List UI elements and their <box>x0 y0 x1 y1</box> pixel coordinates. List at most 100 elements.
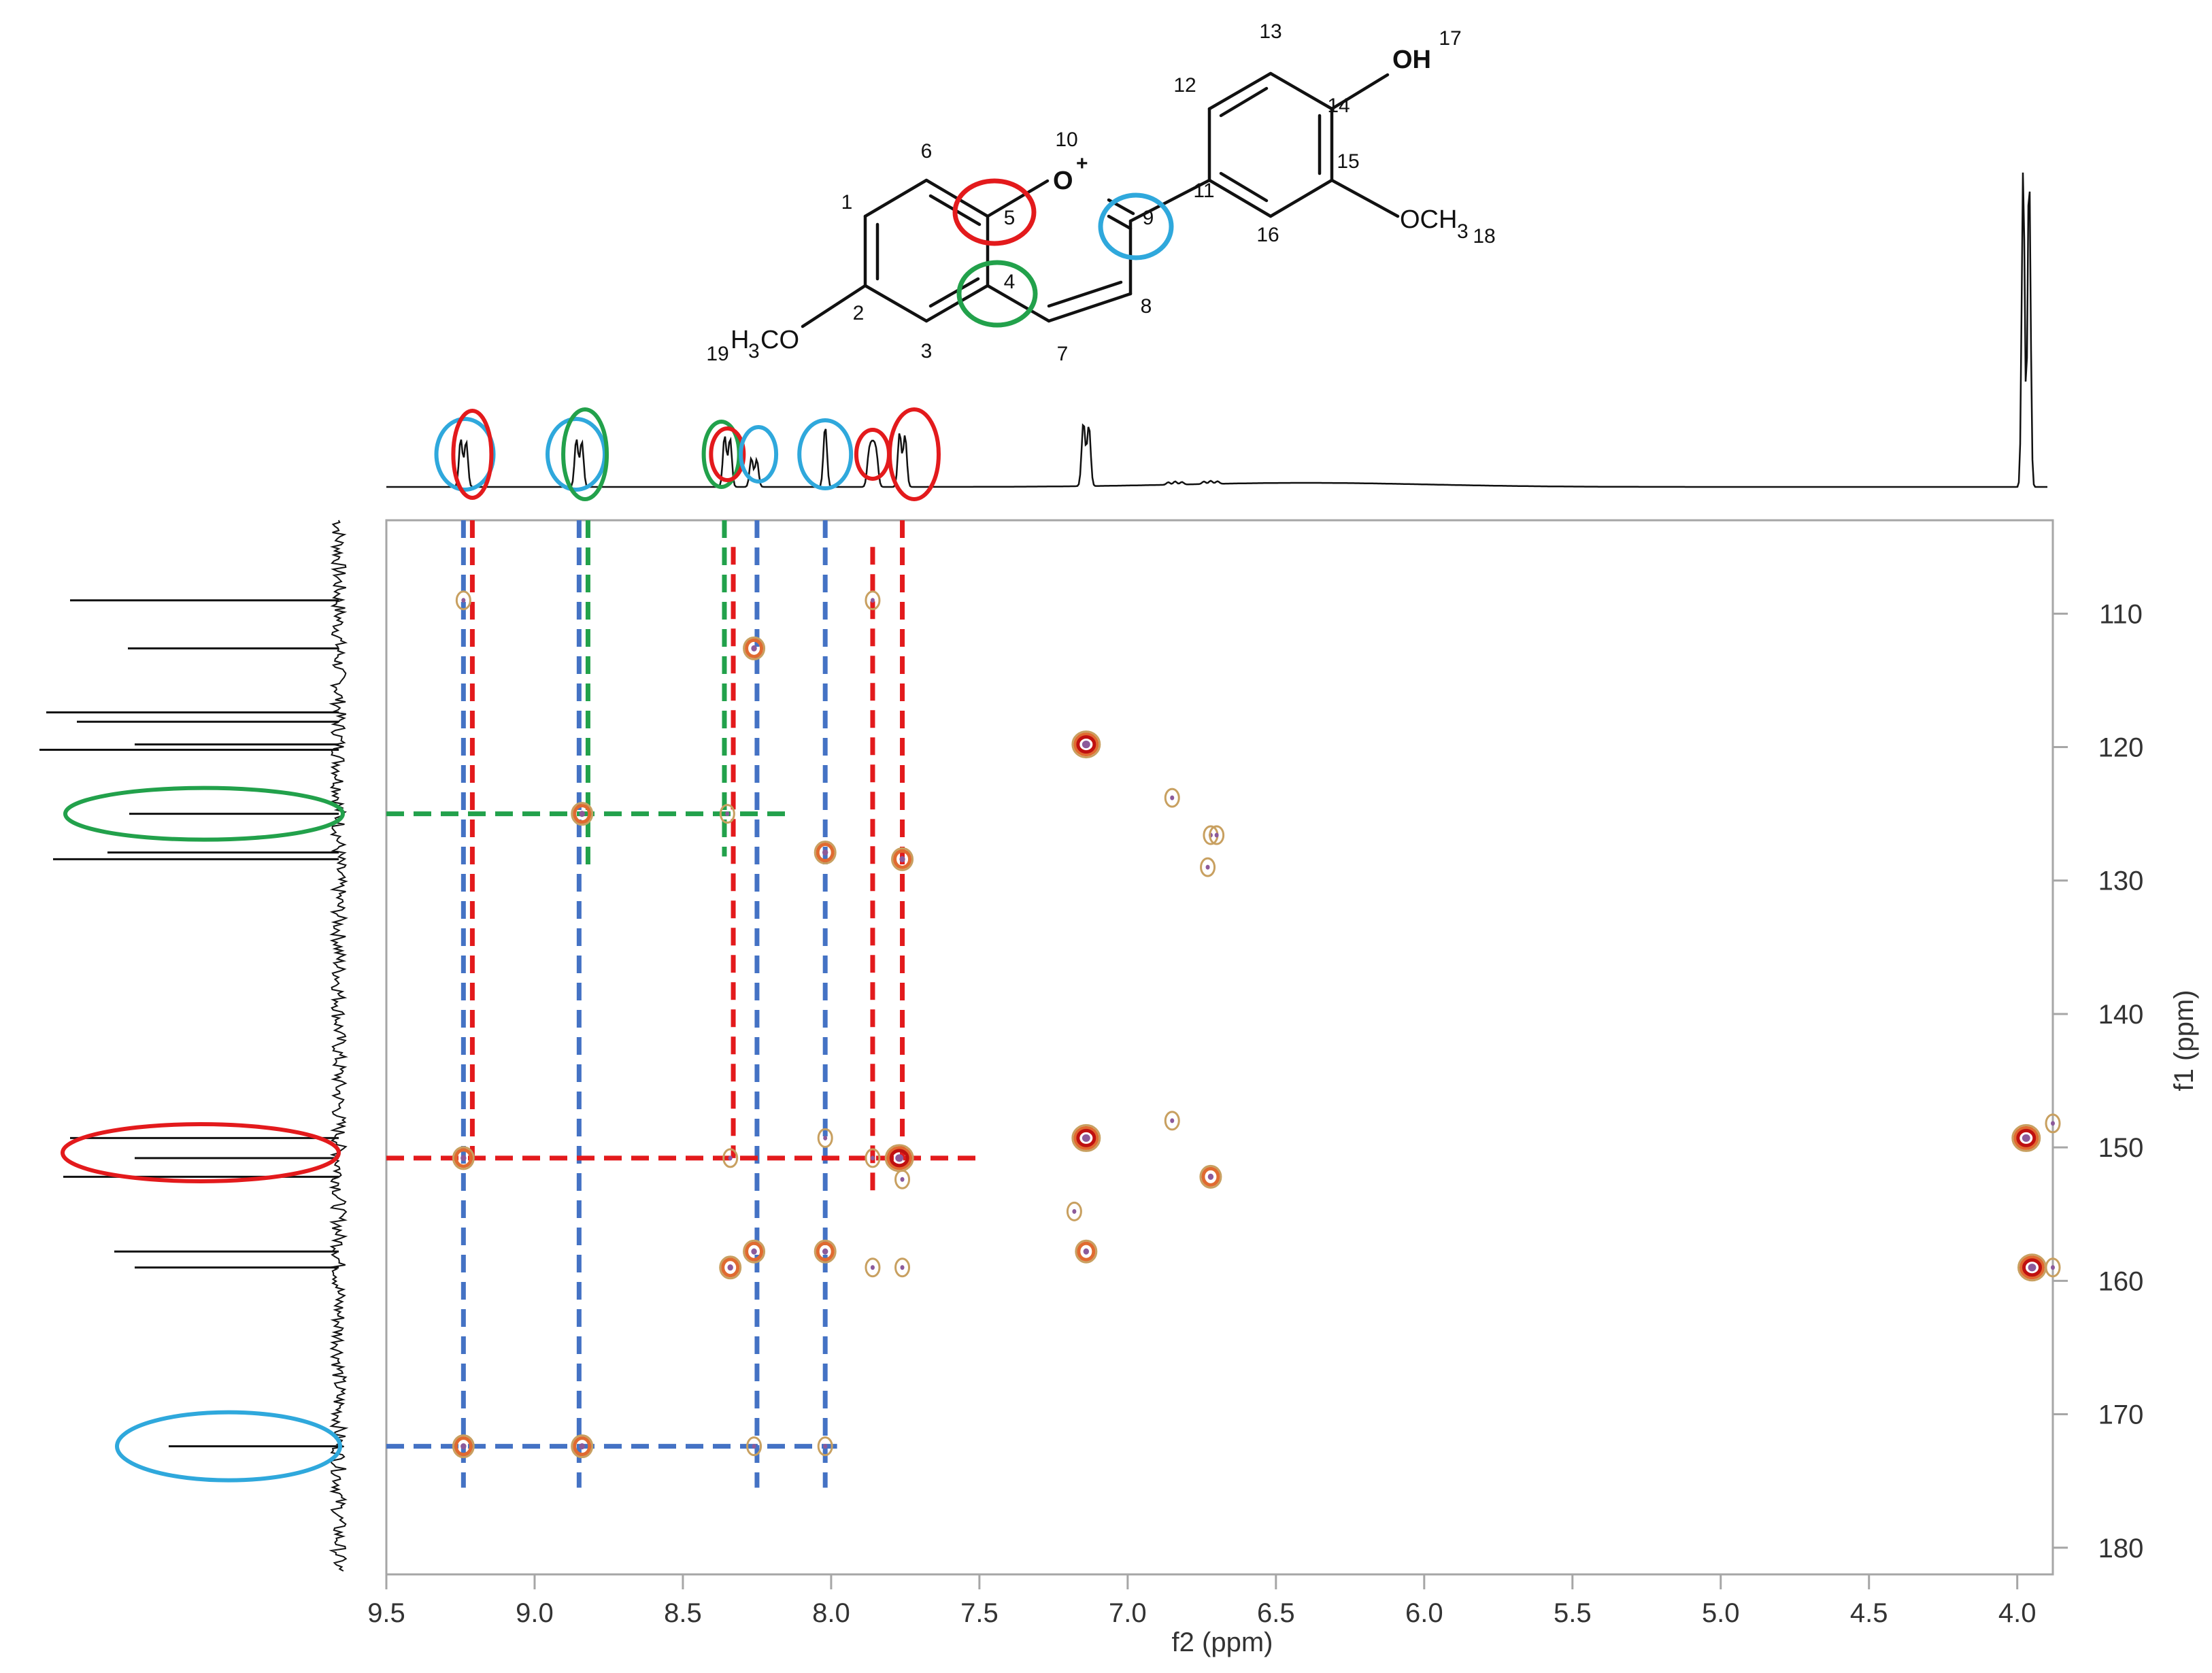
cross-peak <box>865 1257 881 1278</box>
cross-peak <box>746 1436 763 1457</box>
cross-peak-contour-outer <box>719 804 735 824</box>
cross-peak <box>452 1146 475 1170</box>
carbon-spectrum <box>39 520 349 1572</box>
cross-peak-contour-outer <box>1066 1201 1082 1221</box>
atom-number: 19 <box>706 343 728 365</box>
methoxy-right-label: OCH <box>1400 205 1457 234</box>
cross-peak-center <box>725 811 730 817</box>
atom-highlight-ellipse <box>952 178 1037 246</box>
cross-peak-center <box>823 1135 828 1140</box>
cross-peak-contour-outer <box>1071 730 1101 759</box>
y-tick-label: 180 <box>2098 1534 2144 1564</box>
cross-peak-contour-outer <box>743 1239 766 1264</box>
atom-number: 14 <box>1327 95 1350 117</box>
cross-peak-center <box>751 645 757 652</box>
cross-peak-center <box>899 856 905 862</box>
cross-peak-contour-outer <box>2011 1123 2041 1152</box>
cross-peak-center <box>579 1443 585 1450</box>
cross-peak-contour-mid <box>573 804 592 824</box>
cross-peak-contour-outer <box>1164 788 1180 808</box>
x-axis-label: f2 (ppm) <box>1172 1627 1273 1657</box>
structure-bond <box>1207 71 1273 111</box>
cross-peak-center <box>2051 1121 2055 1126</box>
cross-peak-center <box>461 598 466 603</box>
cross-peak-contour-mid <box>454 1436 473 1457</box>
structure-bond <box>1047 280 1123 308</box>
atom-number: 11 <box>1193 180 1214 202</box>
carbon-highlight-ellipse <box>61 1122 341 1183</box>
atom-number: 1 <box>841 191 853 214</box>
cross-peak-contour-mid <box>573 1436 592 1457</box>
atom-number: 16 <box>1256 224 1279 246</box>
oxonium-label: O <box>1053 167 1073 195</box>
cross-peak-center <box>1082 741 1090 749</box>
cross-peak <box>884 1144 914 1172</box>
atom-number: 9 <box>1143 207 1154 229</box>
methoxy-left-tail: CO <box>760 326 799 354</box>
y-tick-label: 120 <box>2098 733 2144 763</box>
cross-peak-contour-mid <box>1073 1126 1099 1150</box>
structure-bond <box>928 277 980 308</box>
structure-bond <box>1128 178 1211 223</box>
hydroxyl-label: OH <box>1392 46 1431 74</box>
structure-bond <box>1107 214 1133 231</box>
cross-peak <box>1164 788 1180 808</box>
cross-peak-center <box>752 1444 756 1449</box>
x-tick-label: 7.0 <box>1109 1598 1147 1628</box>
y-tick-label: 130 <box>2098 866 2144 896</box>
cross-peaks <box>452 590 2061 1459</box>
carbon-spectrum-baseline <box>329 520 349 1572</box>
cross-peak-center <box>1207 1173 1214 1180</box>
cross-peak-contour-outer <box>865 1148 881 1168</box>
atom-number: 13 <box>1259 20 1281 43</box>
x-tick-label: 8.0 <box>812 1598 850 1628</box>
cross-peak <box>452 1434 475 1459</box>
x-tick-label: 6.5 <box>1257 1598 1295 1628</box>
cross-peak-contour-outer <box>452 1146 475 1170</box>
cross-peak <box>1066 1201 1082 1221</box>
atom-number: 8 <box>1141 295 1152 318</box>
cross-peak-center <box>1214 832 1219 838</box>
y-axis-label: f1 (ppm) <box>2169 990 2199 1092</box>
structure-bond <box>924 284 990 323</box>
atom-number: 4 <box>1004 271 1016 293</box>
cross-peak-contour-outer <box>1200 857 1216 877</box>
cross-peak-contour-mid <box>1201 1166 1220 1187</box>
cross-peak <box>743 636 766 660</box>
cross-peak-contour-outer <box>865 590 881 611</box>
cross-peak-center <box>1205 864 1210 870</box>
cross-peak <box>814 1239 837 1264</box>
cross-peak-contour-outer <box>894 1169 911 1189</box>
cross-peak-center <box>727 1264 733 1271</box>
cross-peak-contour-core <box>1076 735 1096 754</box>
structure-bond <box>1207 178 1273 218</box>
cross-peak-center <box>2028 1264 2037 1272</box>
y-tick-label: 150 <box>2098 1133 2144 1163</box>
atom-highlight-ellipse <box>956 260 1038 328</box>
proton-highlight-ellipse <box>887 407 941 501</box>
structure-bond <box>1047 292 1133 323</box>
carbon-highlight-ellipse <box>115 1410 342 1483</box>
cross-peak <box>719 804 735 824</box>
cross-peak-contour-mid <box>721 1257 740 1278</box>
proton-highlight-ellipse <box>434 417 496 492</box>
cross-peak-center <box>460 1443 467 1450</box>
proton-highlight-ellipse <box>854 428 891 481</box>
atom-highlight-ellipse <box>1098 192 1174 260</box>
cross-peak <box>2017 1253 2047 1282</box>
cross-peak-contour-outer <box>2045 1113 2061 1134</box>
cross-peak <box>1209 825 1225 845</box>
cross-peak-contour-outer <box>722 1148 739 1168</box>
cross-peak-contour-mid <box>2019 1255 2045 1280</box>
x-tick-label: 9.0 <box>516 1598 554 1628</box>
proton-highlight-ellipse <box>709 426 746 482</box>
cross-peak-center <box>1072 1209 1077 1214</box>
cross-peak <box>455 590 471 611</box>
cross-peak-contour-outer <box>1199 1164 1222 1189</box>
x-tick-label: 8.5 <box>664 1598 702 1628</box>
cross-peak-center <box>1082 1134 1090 1143</box>
proton-highlight-ellipse <box>561 407 609 501</box>
cross-peak <box>814 841 837 865</box>
cross-peak-center <box>870 1155 875 1161</box>
atom-number: 15 <box>1337 150 1359 173</box>
